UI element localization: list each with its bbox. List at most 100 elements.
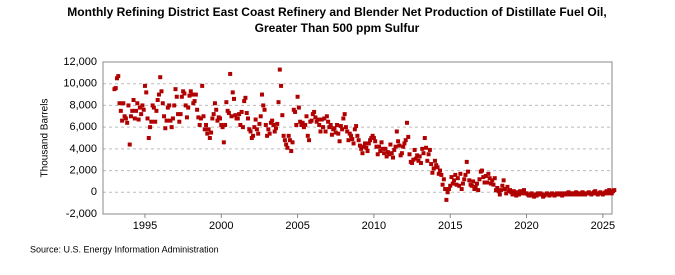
data-point [303,122,308,127]
data-point [170,116,175,121]
data-point [454,182,459,187]
data-point [365,149,370,154]
data-point [338,124,343,129]
data-point [212,101,217,106]
y-tick-label: 0 [91,186,97,198]
data-point [190,92,195,97]
data-point [352,127,357,132]
data-point [153,119,158,124]
data-point [136,117,141,122]
data-point [383,146,388,151]
data-point [281,133,286,138]
data-point [289,149,294,154]
data-point [148,125,153,130]
data-point [167,103,172,108]
data-point [187,93,192,98]
data-point [211,112,216,117]
data-point [384,154,389,159]
data-point [510,192,515,197]
plot-frame [102,61,613,215]
data-point [200,83,205,88]
data-point [347,131,352,136]
data-point [142,83,147,88]
data-point [210,116,215,121]
data-point [333,130,338,135]
data-point [453,172,458,177]
data-point [369,136,374,140]
data-point [469,183,474,188]
data-point [318,129,323,134]
data-point [401,144,406,149]
data-point [293,109,298,114]
data-point [279,83,284,88]
data-point [277,67,282,72]
data-point [375,152,380,157]
plot-area [112,67,617,202]
data-point [123,116,128,121]
x-tick-label: 2005 [285,220,309,232]
data-point [240,125,245,130]
data-point [432,158,437,163]
data-point [130,108,135,113]
data-point [239,109,244,114]
data-point [251,133,256,138]
y-tick-label: 8,000 [69,99,97,111]
y-tick-label: 6,000 [69,121,97,133]
data-point [382,151,387,156]
y-tick-label: 10,000 [63,78,97,90]
data-point [291,107,296,112]
data-point [198,116,203,121]
data-point [261,103,266,108]
data-point [364,145,369,150]
data-point [467,178,472,183]
data-point [370,133,375,138]
data-point [518,189,523,194]
data-point [205,131,210,136]
data-point [238,122,243,127]
y-tick-label: 12,000 [63,56,97,68]
data-point [225,108,230,113]
data-point [356,138,361,143]
data-point [272,129,277,134]
data-point [154,108,159,113]
data-point [181,89,186,94]
data-point [488,181,493,186]
data-point [403,138,408,143]
data-point [310,112,315,117]
data-point [145,116,150,121]
data-point [487,176,492,181]
x-tick-label: 2015 [438,220,462,232]
data-point [534,193,539,198]
data-point [163,126,168,131]
data-point [422,136,427,140]
data-point [439,172,444,177]
data-point [300,120,305,125]
data-point [457,183,462,188]
data-point [368,138,373,143]
data-point [313,115,318,120]
data-point [404,120,409,125]
data-point [460,181,465,186]
data-point [317,122,322,127]
data-point [360,151,365,156]
data-point [247,127,252,132]
data-point [466,169,471,174]
data-point [267,131,272,136]
data-point [253,117,258,122]
data-point [202,127,207,132]
data-point [407,152,412,157]
data-point [295,94,300,99]
data-point [155,98,160,102]
data-point [151,105,156,110]
data-point [389,151,394,156]
y-axis-label: Thousand Barrels [40,99,51,178]
data-point [351,141,356,146]
data-point [463,172,468,177]
data-point [262,107,267,112]
data-point [141,107,146,112]
data-point [412,147,417,152]
data-point [579,192,584,197]
data-point [168,118,173,123]
data-point [221,140,226,145]
